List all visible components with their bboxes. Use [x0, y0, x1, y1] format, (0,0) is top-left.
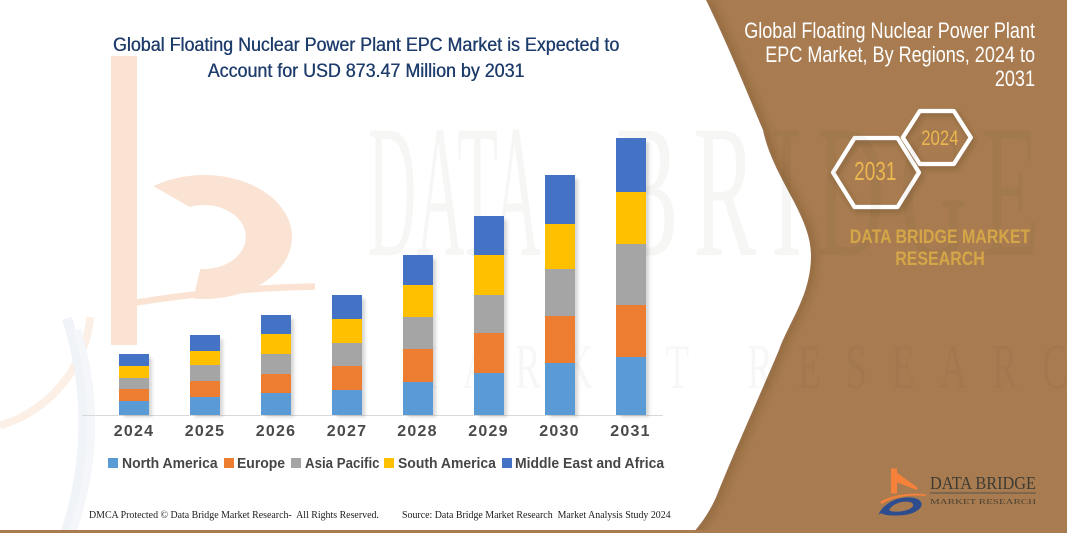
svg-text:DATA BRIDGE: DATA BRIDGE [930, 473, 1036, 493]
svg-text:MARKET RESEARCH: MARKET RESEARCH [930, 498, 1036, 506]
